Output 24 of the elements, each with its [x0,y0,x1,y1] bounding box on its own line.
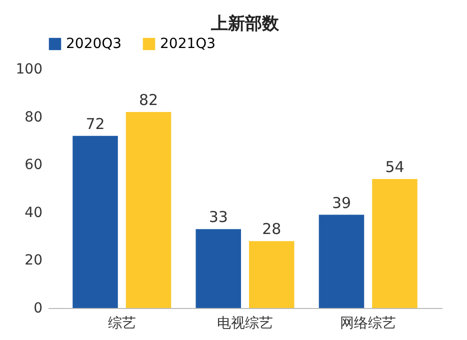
data-label: 72 [86,114,105,133]
y-tick-label: 20 [24,252,42,269]
bar [318,214,364,308]
bar [248,241,294,308]
x-tick-label: 电视综艺 [217,316,273,332]
bar [126,112,172,308]
y-tick-label: 40 [24,204,42,221]
data-label: 82 [138,91,158,110]
legend-label: 2021Q3 [160,36,216,52]
data-label: 39 [332,194,352,212]
bar [72,136,118,308]
data-label: 28 [262,220,282,238]
y-tick-label: 0 [34,300,42,316]
bar [372,178,418,308]
data-label: 33 [208,208,228,226]
y-tick-label: 60 [24,157,42,174]
chart-title: 上新部数 [210,14,280,34]
y-tick-label: 100 [16,62,42,78]
x-tick-label: 综艺 [108,316,136,332]
bar [196,229,242,308]
data-label: 54 [385,158,404,176]
legend-label: 2020Q3 [66,36,122,52]
y-tick-label: 80 [24,109,42,126]
x-tick-label: 网络综艺 [340,316,396,332]
